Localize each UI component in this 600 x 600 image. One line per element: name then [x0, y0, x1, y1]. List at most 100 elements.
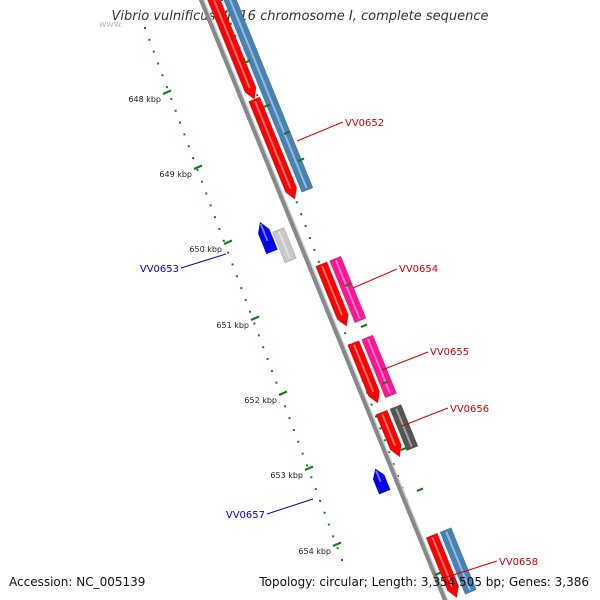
inner-scale-dot	[187, 145, 190, 148]
gene-block-vv0656	[375, 409, 402, 458]
scale-tick	[162, 89, 172, 96]
inner-scale-dot	[209, 204, 212, 207]
inner-scale-dot	[270, 369, 273, 372]
inner-scale-dot	[275, 381, 278, 384]
outer-scale-dot	[225, 10, 228, 13]
gene-highlight	[445, 531, 471, 591]
gene-highlight	[229, 0, 308, 189]
inner-scale-dot	[179, 121, 182, 124]
gene-label-vv0653: VV0653	[140, 264, 179, 275]
outer-scale-dot	[256, 94, 259, 97]
gene-block-pink	[329, 255, 367, 324]
gene-label-vv0658: VV0658	[499, 557, 538, 568]
outer-scale-tick	[381, 380, 389, 386]
chromosome-backbone	[198, 0, 448, 600]
kbp-tick-label: 651 kbp	[216, 321, 249, 330]
gene-label-vv0655: VV0655	[430, 347, 469, 358]
kbp-tick-label: 653 kbp	[270, 471, 303, 480]
inner-scale-dot	[327, 523, 330, 526]
scale-ticks: 648 kbp 649 kbp 650 kbp 651 kbp 652 kbp 653 k…	[128, 59, 442, 577]
scale-tick	[223, 239, 233, 246]
label-leader-line	[266, 498, 314, 515]
inner-scale-dot	[336, 547, 339, 550]
inner-scale-dot	[192, 157, 195, 160]
inner-scale-dot	[214, 216, 217, 219]
gene-highlight	[259, 223, 269, 242]
inner-scale-dot	[284, 405, 287, 408]
inner-scale-dot	[332, 535, 335, 538]
label-leader-line	[180, 253, 227, 269]
inner-scale-dot	[301, 452, 304, 455]
gene-labels: VV0652 VV0653 VV0654 VV0655 VV0656 VV0657 VV06…	[140, 118, 538, 578]
gene-highlight	[254, 100, 292, 189]
inner-scale-dot	[170, 97, 173, 100]
topology-info: Topology: circular; Length: 3,354,505 bp…	[259, 575, 589, 589]
outer-scale-dot	[383, 439, 386, 442]
gene-highlight	[431, 537, 454, 587]
gene-highlight	[381, 413, 397, 447]
inner-scale-dot	[244, 298, 247, 301]
label-leader-line	[381, 351, 429, 371]
gene-block-vv0653	[257, 221, 278, 255]
inner-scale-dot	[200, 180, 203, 183]
inner-scale-dot	[152, 50, 155, 53]
inner-scale-dot	[231, 263, 234, 266]
scale-tick	[332, 541, 342, 548]
scale-tick	[278, 390, 288, 397]
scale-tick	[304, 465, 314, 472]
inner-scale-dot	[266, 358, 269, 361]
gene-label-vv0654: VV0654	[399, 264, 438, 275]
inner-scale-dot	[249, 310, 252, 313]
inner-scale-dot	[161, 74, 164, 77]
gene-highlight	[321, 265, 343, 316]
gene-highlight	[395, 408, 413, 447]
gene-block-vv0652	[248, 96, 298, 200]
gene-label-vv0656: VV0656	[450, 404, 489, 415]
gene-highlight	[353, 344, 375, 393]
label-leader-line	[401, 407, 449, 427]
inner-scale-dot	[310, 476, 313, 479]
gene-highlight	[335, 259, 361, 320]
outer-scale-dot	[344, 332, 347, 335]
gene-features	[207, 0, 477, 599]
outer-scale-tick	[360, 323, 368, 329]
outer-scale-dot	[304, 225, 307, 228]
outer-scale-tick	[263, 103, 271, 109]
inner-scale-dot	[323, 511, 326, 514]
gene-label-vv0652: VV0652	[345, 118, 384, 129]
outer-scale-dot	[388, 451, 391, 454]
outer-scale-tick	[297, 157, 305, 163]
gene-block-vv0658	[425, 532, 459, 599]
kbp-tick-label: 648 kbp	[128, 95, 161, 104]
gene-block-vv0655	[347, 340, 380, 404]
inner-scale-dot	[205, 192, 208, 195]
gene-block-vv0651	[207, 0, 257, 100]
backbone-layer	[198, 0, 449, 600]
scale-tick	[193, 164, 203, 171]
inner-scale-dot	[144, 27, 146, 29]
outer-scale-dot	[392, 463, 395, 466]
gene-highlight	[278, 231, 291, 259]
accession-label: Accession: NC_005139	[9, 575, 146, 589]
outer-scale-dot	[309, 237, 311, 239]
outer-scale-tick	[416, 487, 424, 493]
outer-scale-dot	[370, 403, 373, 406]
outer-scale-dot	[313, 248, 316, 251]
gene-highlight	[367, 338, 392, 395]
gene-block-gray	[389, 404, 419, 452]
inner-scale-dot	[297, 440, 300, 443]
gene-highlight	[212, 0, 251, 89]
outer-scale-tick	[434, 571, 442, 577]
label-leader-line	[296, 121, 344, 142]
outer-scale-dot	[295, 201, 298, 204]
gene-label-vv0657: VV0657	[226, 510, 265, 521]
inner-scale-dot	[157, 62, 160, 65]
outer-scale-dot	[221, 0, 223, 1]
outer-scale-dot	[229, 22, 232, 25]
outer-scale-dot	[300, 213, 303, 216]
kbp-tick-label: 652 kbp	[244, 396, 277, 405]
label-leader-line	[446, 560, 498, 578]
gene-block-vv0653-gray	[272, 227, 297, 264]
inner-scale-dot	[196, 168, 199, 171]
